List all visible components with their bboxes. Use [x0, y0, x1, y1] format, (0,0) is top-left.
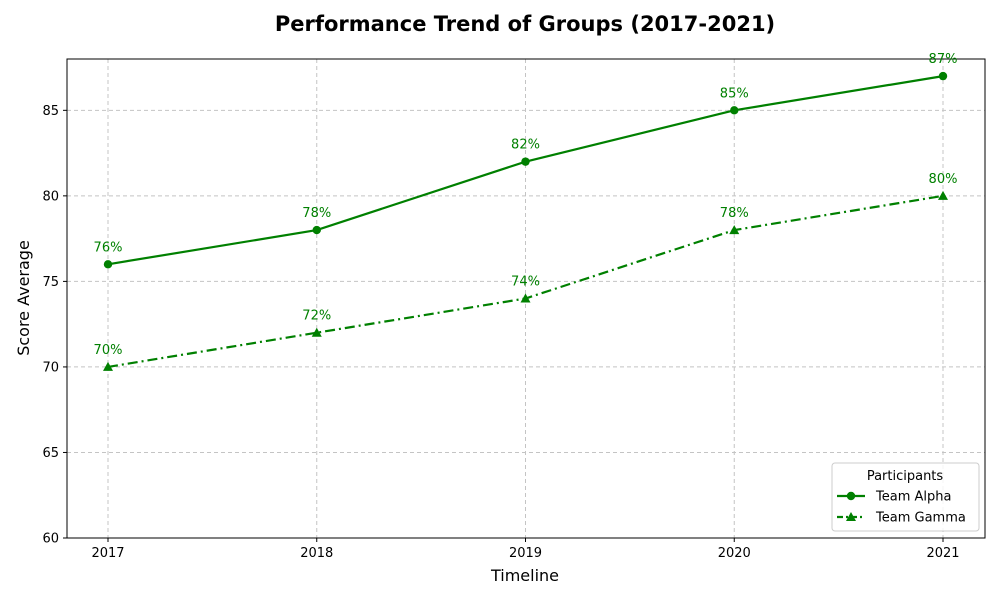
data-label: 74% [511, 275, 540, 290]
legend: Participants Team Alpha Team Gamma [831, 462, 980, 532]
data-label: 76% [94, 240, 123, 255]
chart-title: Performance Trend of Groups (2017-2021) [275, 12, 775, 36]
data-label: 82% [511, 138, 540, 153]
legend-marker [846, 491, 856, 501]
legend-title: Participants [867, 469, 944, 484]
data-label: 78% [720, 206, 749, 221]
y-axis-ticks: 60 65 70 75 80 85 [42, 104, 67, 547]
x-tick-label: 2017 [91, 546, 124, 561]
data-label: 87% [929, 52, 958, 67]
x-axis-label: Timeline [490, 566, 559, 585]
data-point [103, 361, 113, 371]
y-axis-label: Score Average [14, 240, 33, 356]
y-tick-label: 75 [42, 275, 59, 290]
y-tick-label: 80 [42, 189, 59, 204]
y-tick-label: 85 [42, 104, 59, 119]
legend-item: Team Gamma [837, 511, 966, 526]
data-point [311, 327, 322, 337]
y-tick-label: 70 [42, 360, 59, 375]
x-tick-label: 2018 [300, 546, 333, 561]
y-tick-label: 60 [42, 532, 59, 547]
legend-items: Team Alpha Team Gamma [837, 490, 966, 526]
x-tick-label: 2020 [718, 546, 751, 561]
data-point [730, 106, 739, 115]
data-label: 70% [94, 343, 123, 358]
x-axis-ticks: 2017 2018 2019 2020 2021 [91, 538, 960, 561]
legend-item: Team Alpha [837, 490, 951, 505]
data-label: 85% [720, 86, 749, 101]
data-point [938, 71, 948, 81]
grid [67, 59, 985, 538]
legend-marker [846, 512, 856, 521]
data-label: 78% [302, 206, 331, 221]
data-point [729, 225, 740, 235]
data-point [520, 293, 531, 303]
data-label: 80% [929, 172, 958, 187]
data-point [521, 157, 530, 166]
y-tick-label: 65 [42, 446, 59, 461]
x-tick-label: 2021 [926, 546, 959, 561]
series-layer: 76% 78% 82% 85% 87% 70% 72% 74% 78% 80% [94, 52, 958, 371]
legend-label: Team Gamma [875, 511, 966, 526]
legend-box [831, 462, 980, 532]
x-tick-label: 2019 [509, 546, 542, 561]
data-label: 72% [302, 309, 331, 324]
data-point [103, 260, 113, 269]
data-point [312, 225, 321, 235]
data-point [938, 190, 948, 200]
legend-label: Team Alpha [875, 490, 951, 505]
series-team-gamma: 70% 72% 74% 78% 80% [94, 172, 958, 371]
series-team-alpha: 76% 78% 82% 85% 87% [94, 52, 958, 269]
